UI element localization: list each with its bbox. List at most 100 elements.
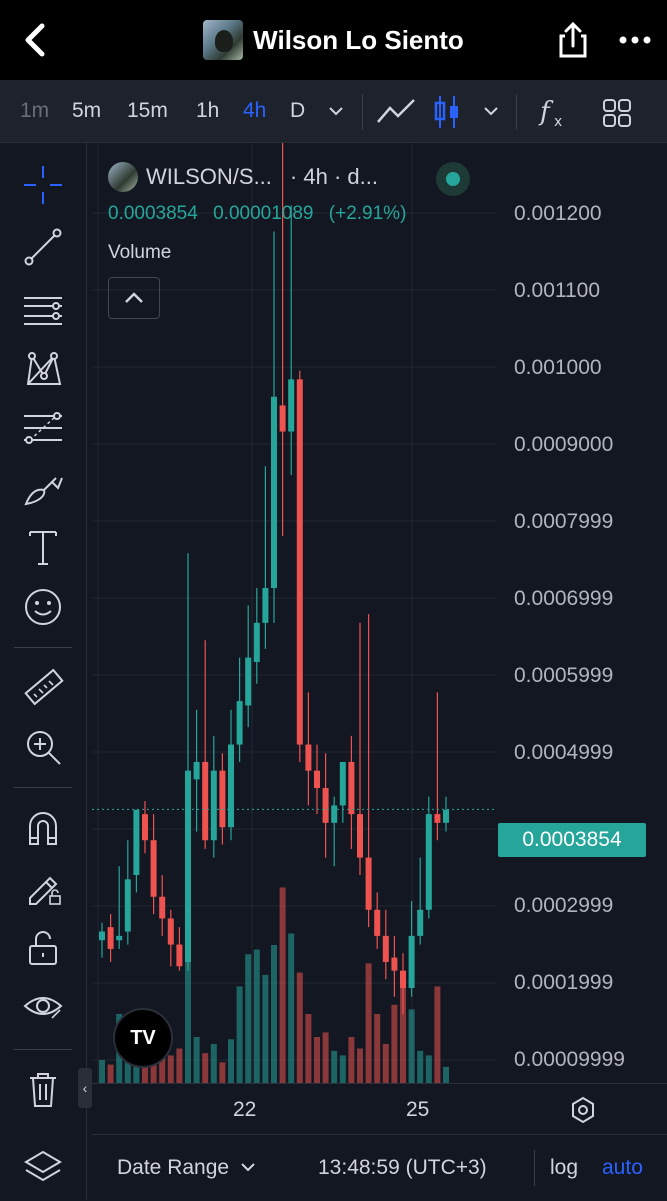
candle-body bbox=[339, 761, 346, 806]
chevron-down-icon bbox=[241, 1163, 255, 1172]
volume-bar bbox=[185, 956, 191, 1083]
volume-bar bbox=[228, 1039, 234, 1083]
toolbar-divider bbox=[362, 94, 363, 130]
chart-type-dropdown-chevron-icon[interactable] bbox=[481, 103, 501, 119]
candle-body bbox=[159, 896, 166, 919]
volume-label: Volume bbox=[108, 242, 172, 263]
volume-collapse-button[interactable] bbox=[108, 277, 160, 319]
token-avatar bbox=[203, 20, 244, 60]
interval-dropdown-chevron-icon[interactable] bbox=[326, 103, 346, 119]
text-tool-icon[interactable] bbox=[22, 526, 64, 568]
candle-body bbox=[400, 970, 406, 989]
bottom-bar bbox=[92, 1134, 667, 1201]
indicators-fx-icon[interactable]: f x bbox=[538, 94, 570, 130]
auto-scale-toggle[interactable]: auto bbox=[602, 1156, 643, 1179]
interval-d[interactable]: D bbox=[290, 99, 306, 122]
interval-1h[interactable]: 1h bbox=[196, 99, 220, 122]
toolbar-divider bbox=[14, 647, 72, 648]
line-chart-type-icon[interactable] bbox=[376, 96, 416, 128]
candle-body bbox=[382, 935, 389, 962]
price-chart[interactable] bbox=[92, 143, 667, 1133]
crosshair-icon[interactable] bbox=[22, 164, 64, 206]
svg-text:f: f bbox=[538, 97, 554, 127]
object-tree-layers-icon[interactable] bbox=[22, 1146, 64, 1188]
candle-body bbox=[374, 909, 381, 936]
fib-retracement-icon[interactable] bbox=[22, 408, 64, 450]
volume-bar bbox=[417, 1050, 424, 1083]
candle-body bbox=[150, 840, 157, 897]
chevron-up-icon bbox=[125, 292, 143, 303]
legend-change: 0.00001089 bbox=[213, 203, 314, 224]
candle-body bbox=[253, 622, 260, 662]
lock-drawings-pencil-icon[interactable] bbox=[22, 866, 64, 908]
y-tick-label: 0.0009000 bbox=[514, 433, 614, 456]
toolbar-collapse-toggle[interactable]: ‹ bbox=[78, 1068, 92, 1108]
volume-bar bbox=[253, 949, 260, 1083]
y-tick-label: 0.0006999 bbox=[514, 587, 614, 610]
y-tick-label: 0.0004999 bbox=[514, 741, 614, 764]
volume-bar bbox=[339, 1055, 346, 1083]
candle-body bbox=[348, 761, 355, 815]
share-icon[interactable] bbox=[555, 20, 591, 60]
y-tick-label: 0.001200 bbox=[514, 202, 602, 225]
y-tick-label: 0.0007999 bbox=[514, 510, 614, 533]
candle-body bbox=[271, 396, 277, 589]
log-scale-toggle[interactable]: log bbox=[550, 1156, 579, 1179]
interval-15m[interactable]: 15m bbox=[127, 99, 168, 122]
time-axis[interactable] bbox=[92, 1083, 667, 1134]
volume-bar bbox=[159, 1055, 166, 1083]
trend-line-icon[interactable] bbox=[22, 226, 64, 268]
legend-symbol: WILSON/S... bbox=[146, 164, 272, 189]
date-range-button[interactable]: Date Range bbox=[117, 1156, 257, 1180]
page-title: Wilson Lo Siento bbox=[253, 24, 464, 55]
volume-bar bbox=[443, 1066, 449, 1083]
candle-body bbox=[443, 809, 449, 823]
candles-chart-type-icon[interactable] bbox=[433, 94, 461, 130]
interval-5m[interactable]: 5m bbox=[72, 99, 102, 122]
interval-4h[interactable]: 4h bbox=[243, 99, 267, 122]
bottom-divider bbox=[534, 1150, 535, 1186]
horizontal-lines-icon[interactable] bbox=[22, 290, 64, 332]
candle-body bbox=[99, 931, 105, 941]
more-options-icon[interactable] bbox=[615, 28, 655, 52]
chart-settings-gear-icon[interactable] bbox=[568, 1095, 598, 1125]
candle-body bbox=[357, 814, 363, 858]
pattern-xabcd-icon[interactable] bbox=[22, 348, 64, 390]
interval-1m[interactable]: 1m bbox=[20, 99, 50, 122]
market-status-indicator[interactable] bbox=[436, 162, 470, 196]
volume-bar bbox=[236, 986, 243, 1083]
unlock-icon[interactable] bbox=[22, 926, 64, 968]
brush-icon[interactable] bbox=[22, 468, 64, 510]
volume-bar bbox=[400, 972, 406, 1083]
candle-body bbox=[434, 814, 441, 823]
candle-body bbox=[193, 761, 200, 780]
back-chevron-icon[interactable] bbox=[18, 20, 54, 60]
chart-legend[interactable]: WILSON/S... · 4h · d... bbox=[108, 162, 378, 192]
volume-bar bbox=[262, 974, 269, 1083]
volume-bar bbox=[322, 1032, 329, 1083]
candle-body bbox=[408, 935, 415, 989]
magnet-icon[interactable] bbox=[22, 806, 64, 848]
candle-body bbox=[391, 957, 398, 971]
candle-body bbox=[176, 944, 183, 967]
emoji-icon[interactable] bbox=[22, 586, 64, 628]
x-tick-label: 25 bbox=[406, 1098, 430, 1121]
volume-bar bbox=[107, 1064, 114, 1083]
volume-bar bbox=[193, 1037, 200, 1083]
timezone-clock[interactable]: 13:48:59 (UTC+3) bbox=[318, 1156, 487, 1179]
legend-values: 0.0003854 0.00001089 (+2.91%) bbox=[108, 203, 416, 225]
tradingview-logo[interactable]: TV bbox=[113, 1008, 173, 1068]
volume-bar bbox=[219, 1062, 226, 1083]
candle-body bbox=[185, 770, 191, 962]
candle-body bbox=[219, 770, 226, 828]
volume-bar bbox=[279, 887, 286, 1083]
zoom-in-icon[interactable] bbox=[22, 726, 64, 768]
volume-bar bbox=[357, 1048, 363, 1083]
top-bar bbox=[0, 0, 667, 80]
layout-grid-icon[interactable] bbox=[602, 98, 632, 128]
volume-bar bbox=[288, 933, 295, 1083]
ruler-icon[interactable] bbox=[22, 666, 64, 708]
eye-icon[interactable] bbox=[22, 986, 64, 1028]
candle-body bbox=[167, 918, 174, 945]
trash-icon[interactable] bbox=[22, 1068, 64, 1110]
